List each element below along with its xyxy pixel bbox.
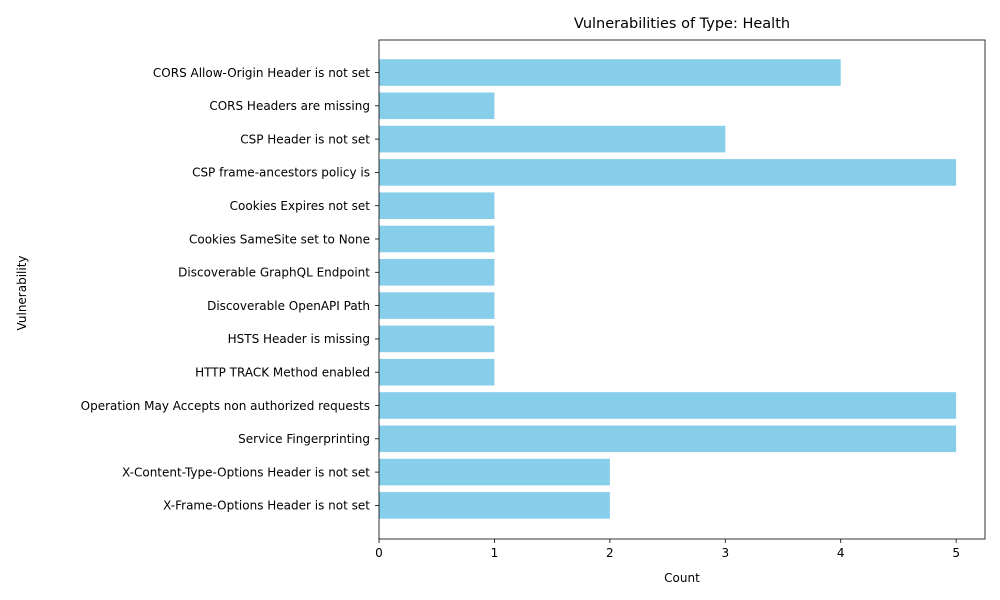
y-tick-label: CSP frame-ancestors policy is	[192, 166, 370, 180]
bar	[379, 392, 957, 419]
y-axis-ticks: CORS Allow-Origin Header is not set CORS …	[81, 66, 379, 513]
x-axis-ticks: 0 1 2 3 4 5	[375, 539, 960, 560]
y-tick-label: CSP Header is not set	[240, 132, 370, 146]
bar	[379, 192, 495, 219]
axes-spines	[378, 39, 986, 540]
bar	[379, 159, 957, 186]
bar	[379, 358, 495, 386]
y-tick-label: Discoverable GraphQL Endpoint	[178, 266, 370, 280]
bar	[379, 92, 495, 120]
x-tick-label: 3	[721, 546, 729, 560]
x-tick-label: 2	[606, 546, 614, 560]
bar	[379, 225, 495, 253]
y-axis-title: Vulnerability	[15, 255, 29, 330]
y-tick-label: HTTP TRACK Method enabled	[195, 366, 370, 380]
y-tick-label: CORS Allow-Origin Header is not set	[153, 66, 370, 80]
bar	[379, 458, 610, 486]
axes-frame	[378, 39, 986, 540]
x-tick-label: 1	[491, 546, 499, 560]
y-tick-label: Discoverable OpenAPI Path	[207, 299, 370, 313]
y-tick-label: CORS Headers are missing	[209, 99, 370, 113]
y-tick-label: Cookies SameSite set to None	[189, 232, 370, 246]
y-tick-label: X-Frame-Options Header is not set	[163, 499, 370, 513]
bars-group	[379, 59, 957, 519]
chart-title: Vulnerabilities of Type: Health	[574, 16, 790, 32]
x-tick-label: 4	[837, 546, 845, 560]
bar	[379, 492, 610, 519]
bar	[379, 259, 495, 286]
y-tick-label: X-Content-Type-Options Header is not set	[122, 465, 370, 479]
bar	[379, 325, 495, 353]
bar	[379, 59, 841, 86]
bar	[379, 292, 495, 319]
x-axis-title: Count	[664, 571, 700, 585]
bar	[379, 125, 726, 153]
y-tick-label: Operation May Accepts non authorized req…	[81, 399, 370, 413]
bar	[379, 425, 957, 453]
x-tick-label: 5	[952, 546, 960, 560]
x-tick-label: 0	[375, 546, 383, 560]
y-tick-label: HSTS Header is missing	[228, 332, 370, 346]
y-tick-label: Service Fingerprinting	[238, 432, 370, 446]
y-tick-label: Cookies Expires not set	[230, 199, 371, 213]
